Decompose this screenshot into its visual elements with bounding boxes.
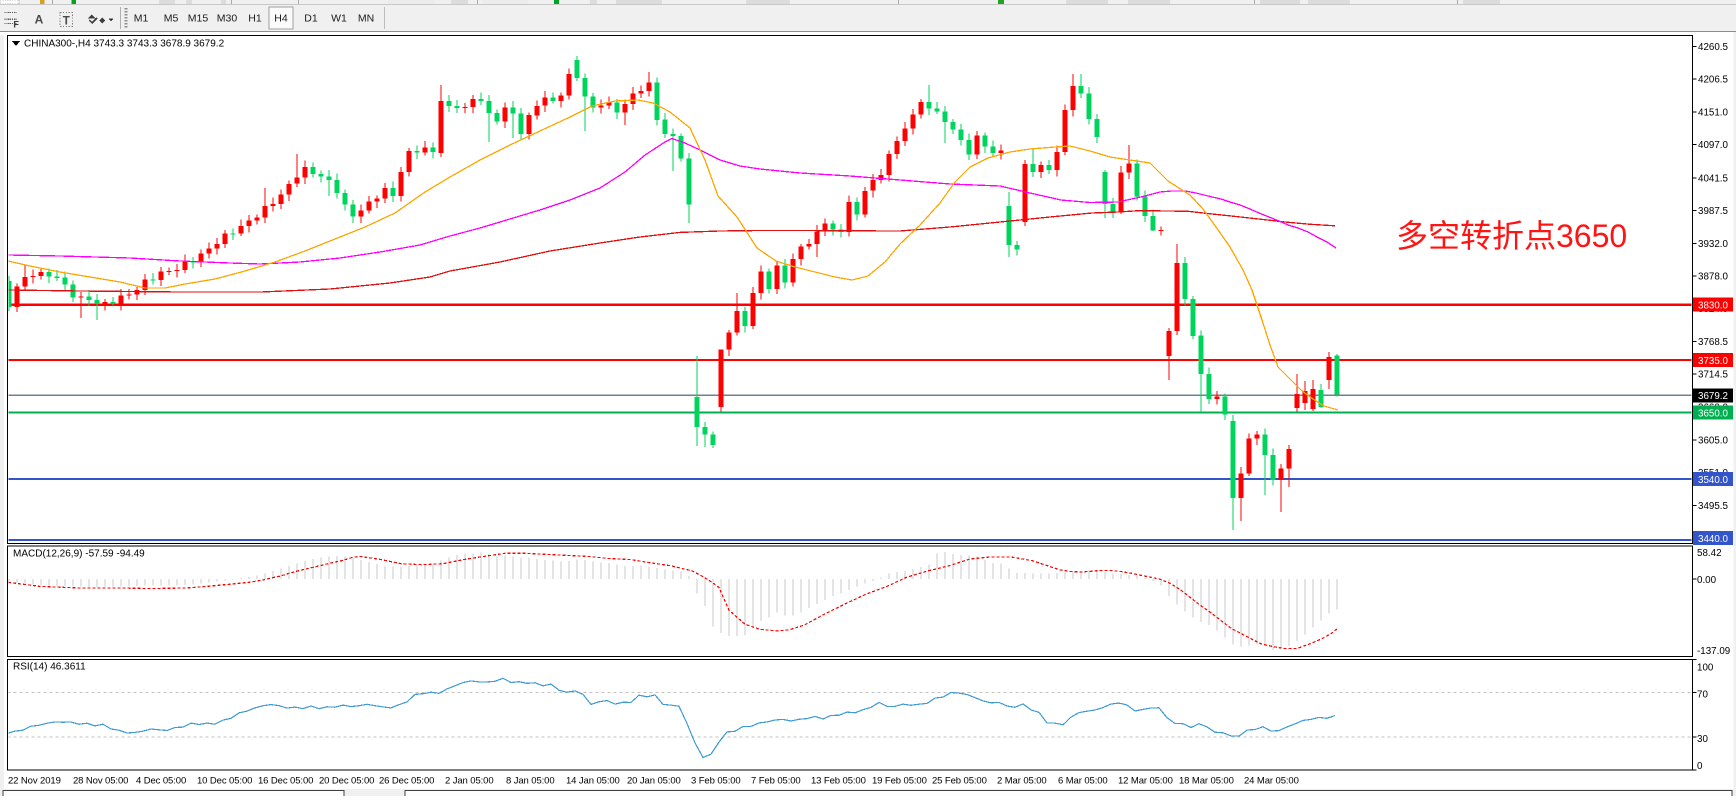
svg-text:4 Dec 05:00: 4 Dec 05:00 [136,776,186,787]
svg-text:2 Mar 05:00: 2 Mar 05:00 [997,776,1047,787]
svg-text:100: 100 [1697,663,1714,674]
svg-text:M1: M1 [134,13,149,25]
svg-text:3735.0: 3735.0 [1698,356,1729,367]
svg-text:2 Jan 05:00: 2 Jan 05:00 [445,776,494,787]
svg-text:D1: D1 [304,13,318,25]
svg-text:4260.5: 4260.5 [1698,42,1729,53]
svg-text:T: T [63,16,70,28]
svg-text:M30: M30 [217,13,238,25]
svg-text:3 Feb 05:00: 3 Feb 05:00 [691,776,741,787]
svg-text:58.42: 58.42 [1697,548,1722,559]
svg-text:20 Dec 05:00: 20 Dec 05:00 [319,776,374,787]
svg-text:M15: M15 [188,13,209,25]
svg-text:18 Mar 05:00: 18 Mar 05:00 [1179,776,1234,787]
svg-text:3932.0: 3932.0 [1698,239,1729,250]
svg-text:24 Mar 05:00: 24 Mar 05:00 [1244,776,1299,787]
svg-text:4151.0: 4151.0 [1698,108,1729,119]
svg-text:3830.0: 3830.0 [1698,300,1729,311]
svg-text:CHINA300-,H4 3743.3 3743.3 36: CHINA300-,H4 3743.3 3743.3 3678.9 3679.2 [24,39,225,50]
svg-text:3650.0: 3650.0 [1698,408,1729,419]
svg-text:26 Dec 05:00: 26 Dec 05:00 [379,776,434,787]
svg-text:3495.5: 3495.5 [1698,501,1729,512]
svg-text:4206.5: 4206.5 [1698,74,1729,85]
svg-text:3768.5: 3768.5 [1698,337,1729,348]
svg-text:4097.0: 4097.0 [1698,140,1729,151]
svg-text:8 Jan 05:00: 8 Jan 05:00 [506,776,555,787]
svg-text:F: F [13,20,19,30]
svg-text:30: 30 [1697,734,1708,745]
svg-text:3987.5: 3987.5 [1698,206,1729,217]
svg-text:19 Feb 05:00: 19 Feb 05:00 [872,776,927,787]
svg-text:-137.09: -137.09 [1697,646,1730,657]
svg-text:4041.5: 4041.5 [1698,173,1729,184]
svg-text:MN: MN [358,13,374,25]
svg-text:H4: H4 [274,13,288,25]
svg-text:70: 70 [1697,690,1708,701]
svg-text:3540.0: 3540.0 [1698,475,1729,486]
svg-text:RSI(14) 46.3611: RSI(14) 46.3611 [13,662,86,673]
svg-text:3605.0: 3605.0 [1698,435,1729,446]
svg-text:28 Nov 05:00: 28 Nov 05:00 [73,776,128,787]
svg-text:3878.0: 3878.0 [1698,271,1729,282]
svg-text:25 Feb 05:00: 25 Feb 05:00 [932,776,987,787]
svg-text:3440.0: 3440.0 [1698,534,1729,545]
svg-text:3714.5: 3714.5 [1698,370,1729,381]
svg-text:14 Jan 05:00: 14 Jan 05:00 [566,776,620,787]
svg-text:13 Feb 05:00: 13 Feb 05:00 [811,776,866,787]
svg-text:MACD(12,26,9) -57.59 -94.49: MACD(12,26,9) -57.59 -94.49 [13,549,145,560]
svg-text:A: A [35,13,44,27]
svg-text:7 Feb 05:00: 7 Feb 05:00 [751,776,801,787]
svg-text:16 Dec 05:00: 16 Dec 05:00 [258,776,313,787]
svg-text:多空转折点3650: 多空转折点3650 [1396,218,1627,254]
svg-text:M5: M5 [164,13,179,25]
svg-text:W1: W1 [331,13,347,25]
svg-text:12 Mar 05:00: 12 Mar 05:00 [1118,776,1173,787]
svg-text:10 Dec 05:00: 10 Dec 05:00 [197,776,252,787]
svg-text:3679.2: 3679.2 [1698,391,1728,402]
svg-text:H1: H1 [248,13,262,25]
svg-text:0: 0 [1697,761,1703,772]
svg-text:0.00: 0.00 [1697,575,1717,586]
svg-text:22 Nov 2019: 22 Nov 2019 [8,776,61,787]
svg-text:20 Jan 05:00: 20 Jan 05:00 [627,776,681,787]
svg-text:6 Mar 05:00: 6 Mar 05:00 [1058,776,1108,787]
